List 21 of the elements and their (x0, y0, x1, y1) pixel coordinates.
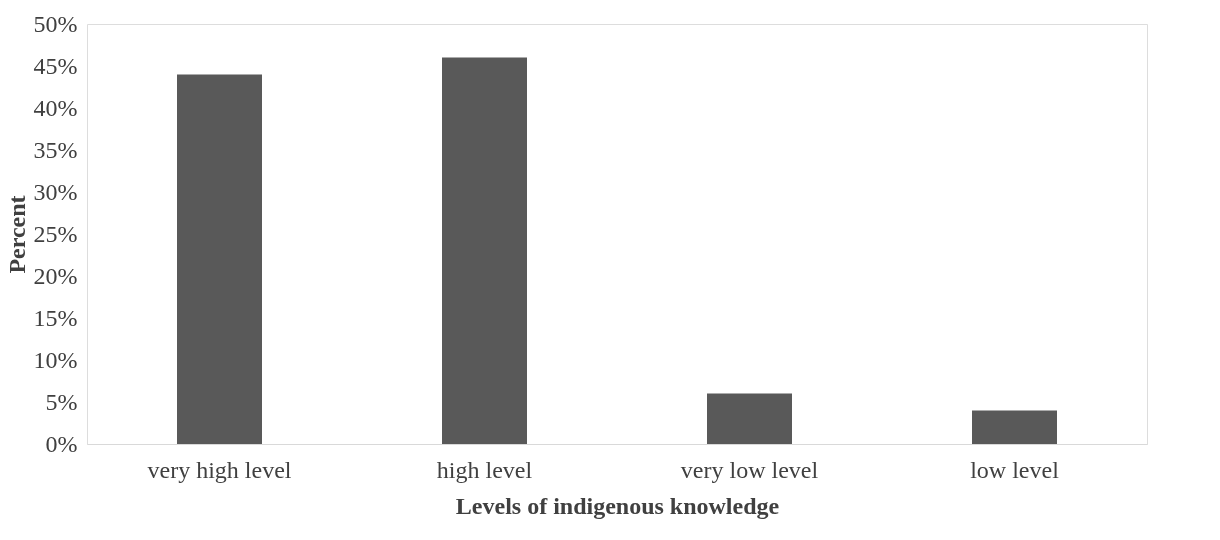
y-tick-label: 0% (45, 430, 78, 457)
y-tick-label: 45% (33, 52, 78, 79)
y-tick-label: 15% (33, 304, 78, 331)
y-axis-title: Percent (3, 195, 30, 274)
x-tick-label: very high level (147, 456, 292, 483)
bar (972, 410, 1057, 444)
y-tick-label: 40% (33, 94, 78, 121)
y-tick-label: 50% (33, 10, 78, 37)
bar (177, 74, 262, 444)
y-tick-label: 35% (33, 136, 78, 163)
x-tick-label: low level (970, 456, 1060, 483)
x-axis-title: Levels of indigenous knowledge (455, 492, 780, 519)
y-tick-label: 20% (33, 262, 78, 289)
y-tick-label: 10% (33, 346, 78, 373)
y-tick-label: 5% (45, 388, 78, 415)
y-tick-label: 30% (33, 178, 78, 205)
y-tick-label: 25% (33, 220, 78, 247)
bar (707, 393, 792, 444)
x-tick-label: high level (436, 456, 533, 483)
bar (442, 57, 527, 444)
x-tick-label: very low level (680, 456, 819, 483)
